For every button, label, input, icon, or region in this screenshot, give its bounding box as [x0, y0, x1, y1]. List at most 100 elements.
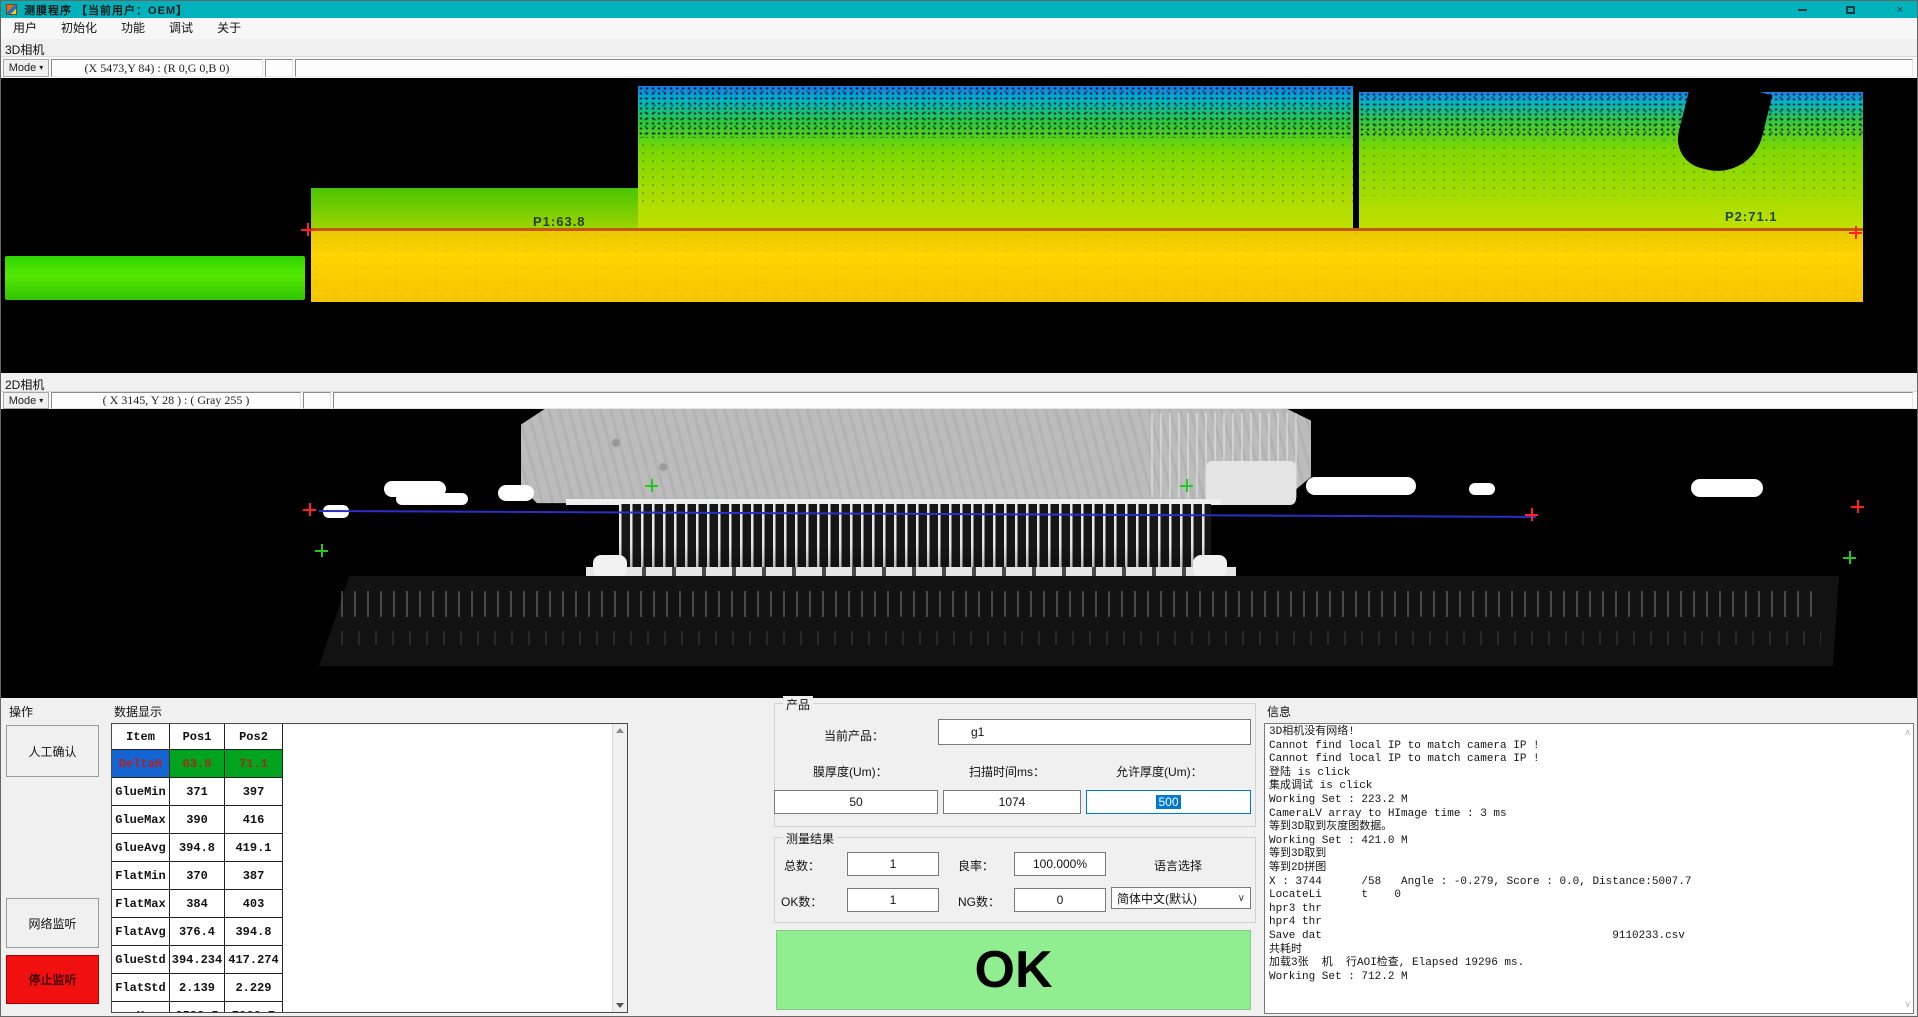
- table-row[interactable]: GlueStd 394.234 417.274: [112, 946, 283, 974]
- scroll-up-icon[interactable]: ∧: [1904, 727, 1911, 737]
- mode-dropdown-2d[interactable]: Mode ▾: [3, 392, 49, 409]
- ng-count-input[interactable]: 0: [1014, 888, 1106, 912]
- scroll-down-icon[interactable]: ∨: [1904, 999, 1911, 1009]
- ok-count-label: OK数：: [781, 895, 823, 909]
- selected-text: 500: [1156, 795, 1181, 809]
- height-map-base: [311, 228, 1863, 302]
- 3d-view[interactable]: P1:63.8 P2:71.1: [1, 78, 1917, 373]
- table-row[interactable]: GlueMax 390 416: [112, 806, 283, 834]
- table-row[interactable]: FlatMin 370 387: [112, 862, 283, 890]
- highlight-blob: [396, 493, 468, 505]
- table-row[interactable]: FlatAvg 376.4 394.8: [112, 918, 283, 946]
- crosshair-marker-green: [315, 544, 328, 557]
- total-input[interactable]: 1: [847, 852, 939, 876]
- toolbar-box: [295, 59, 1913, 77]
- table-cell: 390: [170, 806, 225, 834]
- results-group-title: 测量结果: [783, 830, 838, 847]
- log-line: 等到3D取到: [1269, 848, 1327, 861]
- noise-overlay: [1359, 136, 1863, 196]
- height-map-left-piece: [5, 256, 305, 300]
- table-cell: 384: [170, 890, 225, 918]
- table-scrollbar[interactable]: [612, 724, 627, 1012]
- table-cell: GlueMin: [112, 778, 170, 806]
- scan-time-input[interactable]: 1074: [943, 790, 1081, 814]
- crosshair-marker-green: [1843, 551, 1856, 564]
- table-row[interactable]: GlueMin 371 397: [112, 778, 283, 806]
- network-listen-button[interactable]: 网络监听: [6, 898, 99, 948]
- manual-confirm-button[interactable]: 人工确认: [6, 725, 99, 777]
- current-product-input[interactable]: g1: [938, 719, 1251, 745]
- data-display-title: 数据显示: [114, 705, 163, 719]
- table-row[interactable]: GlueAvg 394.8 419.1: [112, 834, 283, 862]
- table-cell: GlueMax: [112, 806, 170, 834]
- scroll-up-icon[interactable]: [616, 728, 624, 733]
- log-line: CameraLV array to HImage time : 3 ms: [1269, 807, 1507, 820]
- product-group: 产品: [774, 696, 1256, 827]
- language-select-label: 语言选择: [1154, 859, 1203, 873]
- language-select[interactable]: 简体中文(默认) ∨: [1111, 887, 1251, 909]
- mode-label: Mode: [8, 394, 37, 407]
- base-bar-holes: [341, 631, 1821, 645]
- stop-listen-button[interactable]: 停止监听: [6, 955, 99, 1004]
- log-line: Working Set : 421.0 M: [1269, 834, 1408, 847]
- menu-about[interactable]: 关于: [217, 21, 242, 35]
- log-line: 等到2D拼图: [1269, 861, 1327, 874]
- table-cell: 416: [225, 806, 283, 834]
- film-thickness-input[interactable]: 50: [774, 790, 938, 814]
- highlight-blob: [1469, 483, 1495, 495]
- yield-input[interactable]: 100.000%: [1014, 852, 1106, 876]
- log-line: Working Set : 712.2 M: [1269, 970, 1408, 983]
- connector-end-cap: [593, 555, 627, 577]
- menu-init[interactable]: 初始化: [61, 21, 98, 35]
- camera2d-label: 2D相机: [5, 378, 45, 392]
- 2d-view[interactable]: [1, 409, 1917, 698]
- log-panel[interactable]: 3D相机没有网络! Cannot find local IP to match c…: [1264, 723, 1914, 1014]
- crosshair-marker-red: [1851, 500, 1864, 513]
- table-cell: 2.139: [170, 974, 225, 1002]
- table-cell: FlatMin: [112, 862, 170, 890]
- window-title: 测膜程序 【当前用户：OEM】: [24, 4, 189, 17]
- minimize-button[interactable]: [1787, 1, 1817, 18]
- crosshair-marker-red: [303, 503, 316, 516]
- operations-title: 操作: [9, 705, 34, 719]
- restore-button[interactable]: [1835, 1, 1865, 18]
- table-cell: 371: [170, 778, 225, 806]
- table-cell: FlatStd: [112, 974, 170, 1002]
- pcb-bright-area: [1206, 461, 1296, 505]
- noise-overlay: [1359, 92, 1863, 138]
- table-cell: GlueStd: [112, 946, 170, 974]
- close-button[interactable]: ×: [1885, 1, 1915, 18]
- connector-top-edge: [566, 499, 1221, 505]
- scroll-down-icon[interactable]: [616, 1003, 624, 1008]
- mode-dropdown-3d[interactable]: Mode ▾: [3, 59, 49, 77]
- table-cell: GlueAvg: [112, 834, 170, 862]
- toolbar-box: [303, 392, 331, 409]
- pixel-status-2d: ( X 3145, Y 28 ) : ( Gray 255 ): [51, 392, 301, 409]
- data-table: Item Pos1 Pos2 DeltaH 63.8 71.1 GlueMin 371 3…: [111, 723, 628, 1013]
- table-cell: DeltaH: [112, 750, 170, 778]
- camera3d-label: 3D相机: [5, 43, 45, 57]
- allow-thickness-input[interactable]: 500: [1086, 790, 1251, 814]
- data-table-grid: Item Pos1 Pos2 DeltaH 63.8 71.1 GlueMin 371 3…: [112, 724, 283, 1012]
- table-row[interactable]: FlatMax 384 403: [112, 890, 283, 918]
- highlight-blob: [498, 485, 534, 501]
- noise-overlay: [638, 133, 1353, 203]
- connector-end-cap: [1193, 555, 1227, 577]
- table-row[interactable]: DeltaH 63.8 71.1: [112, 750, 283, 778]
- menu-debug[interactable]: 调试: [169, 21, 194, 35]
- mode-label: Mode: [8, 62, 37, 74]
- connector-pins: [619, 504, 1211, 576]
- log-line: X : 3744 /58 Angle : -0.279, Score : 0.0…: [1269, 875, 1692, 888]
- close-icon: ×: [1896, 3, 1904, 16]
- table-cell: 394.8: [170, 834, 225, 862]
- table-row[interactable]: X2583.57966.7: [112, 1002, 283, 1012]
- menu-user[interactable]: 用户: [13, 21, 38, 35]
- table-row[interactable]: FlatStd 2.139 2.229: [112, 974, 283, 1002]
- connector-bottom-edge: [586, 567, 1236, 577]
- scan-time-label: 扫描时间ms：: [969, 765, 1045, 779]
- ng-count-label: NG数：: [958, 895, 1001, 909]
- app-icon: [6, 4, 17, 15]
- menu-function[interactable]: 功能: [121, 21, 146, 35]
- total-label: 总数：: [784, 859, 821, 873]
- ok-count-input[interactable]: 1: [847, 888, 939, 912]
